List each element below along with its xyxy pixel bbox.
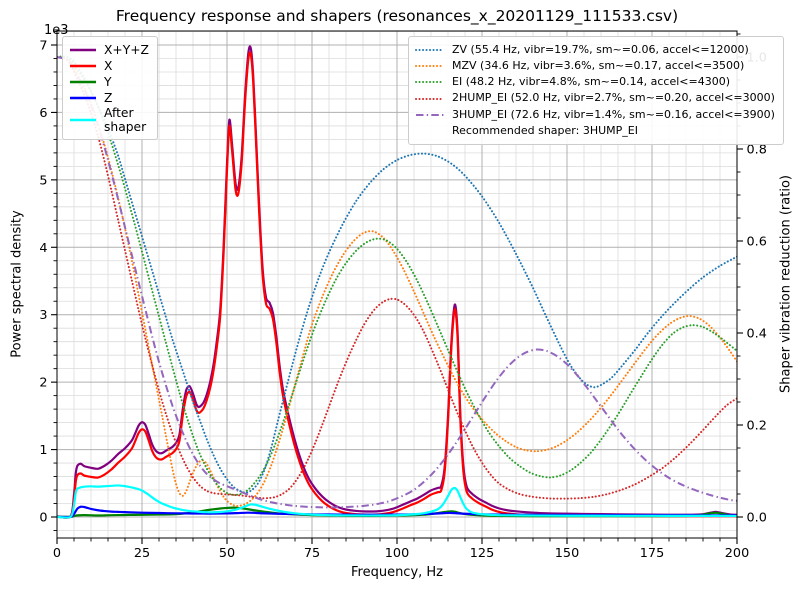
y-left-tick-label: 1	[39, 443, 47, 458]
series-line-ei	[57, 55, 737, 496]
x-tick-label: 25	[134, 546, 150, 561]
legend-item-label: Z	[104, 90, 113, 105]
line-swatch-icon	[69, 78, 97, 86]
line-swatch-icon	[415, 111, 445, 119]
y-left-tick-label: 6	[39, 106, 47, 121]
legend-item: MZV (34.6 Hz, vibr=3.6%, sm~=0.17, accel…	[415, 58, 775, 74]
y-left-axis-label: Power spectral density	[9, 210, 25, 358]
recommended-shaper-text: Recommended shaper: 3HUMP_EI	[452, 123, 638, 137]
chart-title: Frequency response and shapers (resonanc…	[115, 7, 679, 25]
series-line-x	[57, 51, 737, 519]
x-axis-label: Frequency, Hz	[350, 565, 444, 580]
x-tick-label: 150	[555, 546, 579, 561]
series-line-zv	[57, 55, 737, 494]
series-layer	[57, 45, 737, 519]
series-line-after-shaper	[57, 484, 737, 519]
y-right-tick-label: 0.2	[747, 419, 767, 434]
legend-item-label: ZV (55.4 Hz, vibr=19.7%, sm~=0.06, accel…	[452, 42, 749, 56]
legend-item-label: MZV (34.6 Hz, vibr=3.6%, sm~=0.17, accel…	[452, 58, 745, 72]
y-right-axis-label: Shaper vibration reduction (ratio)	[778, 175, 794, 393]
y-left-tick-label: 5	[39, 173, 47, 188]
legend-item-label: 2HUMP_EI (52.0 Hz, vibr=2.7%, sm~=0.20, …	[452, 91, 775, 105]
line-swatch-icon	[415, 78, 445, 86]
y-left-tick-label: 4	[39, 241, 47, 256]
x-tick-label: 100	[385, 546, 409, 561]
legend-psd: X+Y+Z X Y Z After shaper	[62, 36, 158, 141]
line-swatch-icon	[69, 46, 97, 54]
series-line-x-y-z	[57, 45, 737, 519]
y-left-tick-label: 2	[39, 376, 47, 391]
line-swatch-icon	[69, 116, 97, 124]
y-right-tick-label: 0.4	[747, 327, 767, 342]
legend-item: X+Y+Z	[69, 42, 149, 58]
legend-item: 2HUMP_EI (52.0 Hz, vibr=2.7%, sm~=0.20, …	[415, 91, 775, 107]
legend-item: ZV (55.4 Hz, vibr=19.7%, sm~=0.06, accel…	[415, 42, 775, 58]
x-tick-label: 75	[304, 546, 320, 561]
legend-item: 3HUMP_EI (72.6 Hz, vibr=1.4%, sm~=0.16, …	[415, 107, 775, 123]
line-swatch-icon	[415, 95, 445, 103]
legend-item-label: Y	[104, 74, 112, 89]
legend-item: Z	[69, 90, 149, 106]
x-tick-label: 200	[725, 546, 749, 561]
legend-item: After shaper	[69, 106, 149, 134]
legend-item-label: X	[104, 58, 113, 73]
x-tick-label: 175	[640, 546, 664, 561]
series-line-mzv	[57, 56, 737, 507]
y-axis-offset-label: 1e3	[44, 23, 69, 38]
legend-footer: Recommended shaper: 3HUMP_EI	[415, 123, 775, 139]
series-line-2hump-ei	[57, 56, 737, 500]
legend-item: X	[69, 58, 149, 74]
y-right-tick-label: 0.8	[747, 143, 767, 158]
legend-item-label: After shaper	[104, 106, 147, 135]
y-left-tick-label: 7	[39, 39, 47, 54]
legend-item: EI (48.2 Hz, vibr=4.8%, sm~=0.14, accel<…	[415, 74, 775, 90]
axis-ticks	[51, 31, 743, 544]
x-tick-label: 0	[53, 546, 61, 561]
line-swatch-icon	[415, 62, 445, 70]
series-line-3hump-ei	[57, 56, 737, 509]
legend-item-label: EI (48.2 Hz, vibr=4.8%, sm~=0.14, accel<…	[452, 75, 730, 89]
legend-item-label: X+Y+Z	[104, 42, 149, 57]
legend-shapers: ZV (55.4 Hz, vibr=19.7%, sm~=0.06, accel…	[408, 36, 784, 146]
legend-item-label: 3HUMP_EI (72.6 Hz, vibr=1.4%, sm~=0.16, …	[452, 107, 775, 121]
x-tick-label: 125	[470, 546, 494, 561]
y-right-tick-label: 0.0	[747, 511, 767, 526]
line-swatch-icon	[415, 46, 445, 54]
line-swatch-icon	[69, 62, 97, 70]
x-tick-label: 50	[219, 546, 235, 561]
line-swatch-icon	[69, 94, 97, 102]
y-left-tick-label: 0	[39, 511, 47, 526]
y-right-tick-label: 0.6	[747, 235, 767, 250]
legend-item: Y	[69, 74, 149, 90]
y-left-tick-label: 3	[39, 308, 47, 323]
